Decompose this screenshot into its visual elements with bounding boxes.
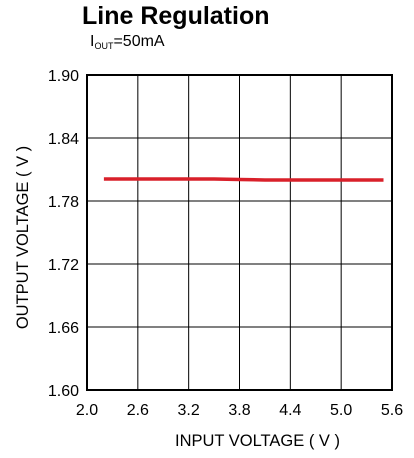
y-tick-label: 1.72 xyxy=(48,257,79,274)
subtitle-value: =50mA xyxy=(113,33,165,50)
chart-title: Line Regulation xyxy=(82,2,270,30)
y-axis-label: OUTPUT VOLTAGE ( V ) xyxy=(14,146,32,329)
grid-lines xyxy=(86,74,393,391)
x-tick-label: 2.6 xyxy=(127,402,149,419)
plot-frame xyxy=(86,74,393,391)
x-tick-label: 2.0 xyxy=(76,402,98,419)
y-tick-label: 1.60 xyxy=(48,383,79,400)
x-tick-label: 3.8 xyxy=(228,402,250,419)
x-tick-label: 4.4 xyxy=(279,402,301,419)
series-layer xyxy=(103,177,384,182)
subtitle-symbol: I xyxy=(90,33,95,50)
y-tick-label: 1.66 xyxy=(48,320,79,337)
x-tick-label: 5.6 xyxy=(381,402,403,419)
x-tick-label: 3.2 xyxy=(178,402,200,419)
y-tick-label: 1.90 xyxy=(48,68,79,85)
x-axis-label: INPUT VOLTAGE ( V ) xyxy=(175,432,340,450)
y-tick-label: 1.84 xyxy=(48,131,79,148)
x-tick-labels: 2.0 2.6 3.2 3.8 4.4 5.0 5.6 xyxy=(76,402,403,419)
chart-subtitle: IOUT=50mA xyxy=(90,33,165,51)
subtitle-subscript: OUT xyxy=(94,41,114,51)
series-line xyxy=(103,177,384,182)
y-tick-label: 1.78 xyxy=(48,194,79,211)
y-tick-labels: 1.90 1.84 1.78 1.72 1.66 1.60 xyxy=(48,68,79,400)
x-tick-label: 5.0 xyxy=(330,402,352,419)
